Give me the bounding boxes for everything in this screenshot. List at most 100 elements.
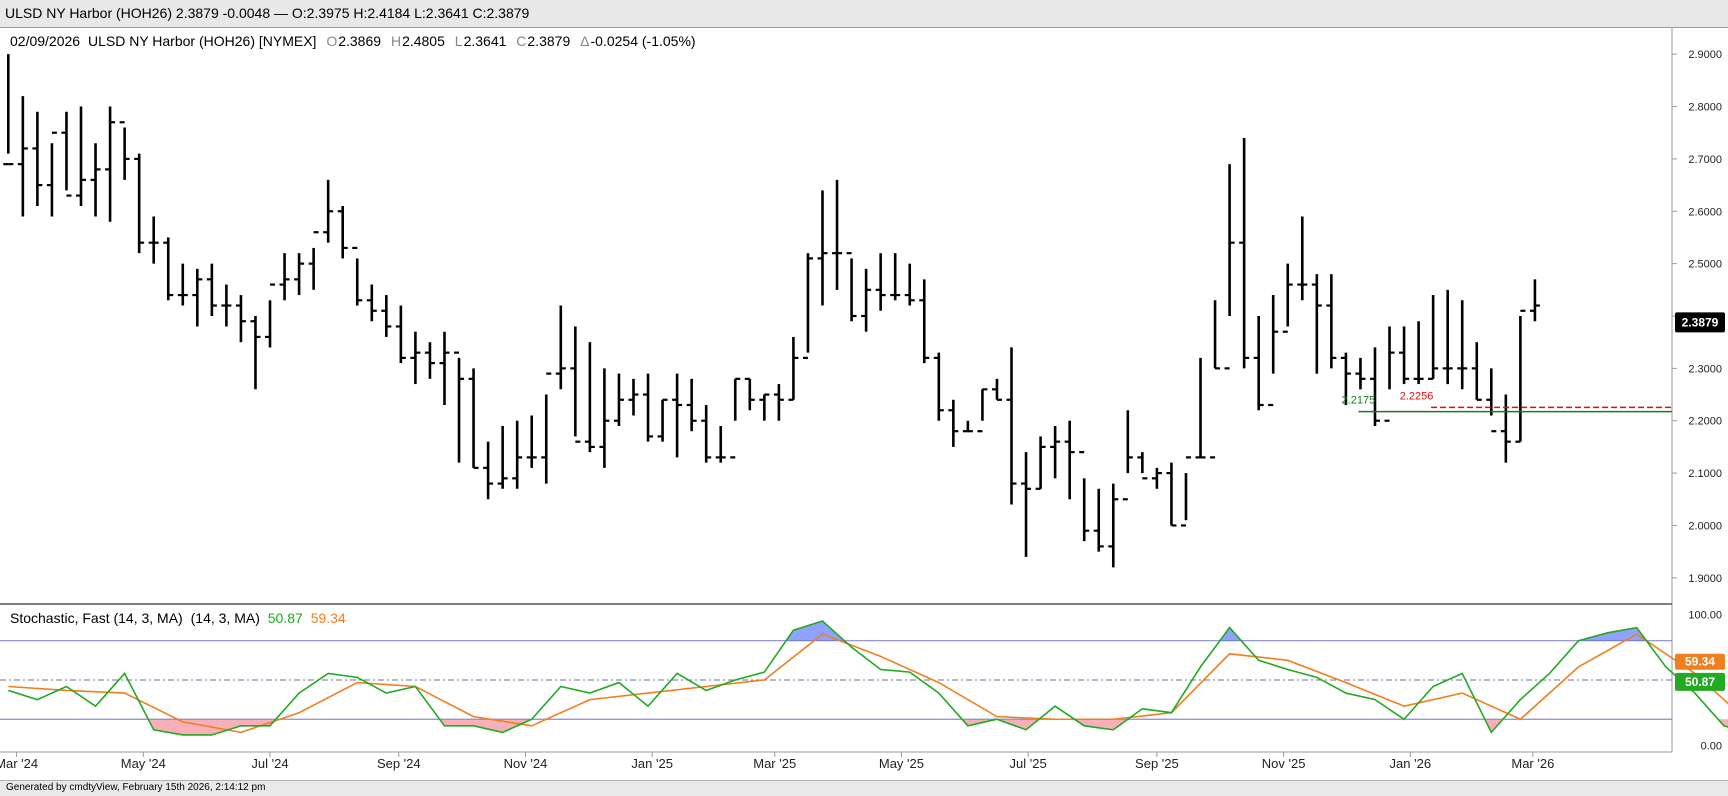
last-price-badge: 2.3879 [1675,312,1725,333]
price-y-tick-label: 2.2000 [1688,416,1722,428]
overbought-fill [1219,627,1242,641]
ohlc-bar [570,326,581,443]
ohlc-bar [1122,410,1133,501]
x-tick-label: Mar '26 [1511,756,1554,771]
stoch-label: Stochastic, Fast (14, 3, MA) [10,610,183,626]
ohlc-bar [250,316,261,390]
ohlc-bar [977,388,988,433]
ohlc-bar [991,378,1002,401]
ohlc-bar [177,263,188,306]
ohlc-bar [323,179,334,243]
ohlc-bar [468,368,479,469]
window-titlebar: ULSD NY Harbor (HOH26) 2.3879 -0.0048 — … [0,0,1728,28]
ohlc-bar [221,284,232,327]
ohlc-bar [599,368,610,468]
price-y-tick-label: 2.7000 [1688,154,1722,166]
ohlc-bar [294,253,305,296]
ohlc-bar [512,420,523,489]
ohlc-bar [1195,357,1206,459]
window-title: ULSD NY Harbor (HOH26) 2.3879 -0.0048 — … [5,5,530,21]
ohlc-bar [1369,347,1380,426]
header-l-value: 2.3641 [464,33,507,49]
ohlc-bar [1268,295,1279,407]
ohlc-bar [61,111,72,197]
ohlc-bar [1108,483,1119,568]
ohlc-bar [105,106,116,222]
ohlc-bar [381,295,392,337]
ohlc-bar [1399,326,1410,385]
annotations: 2.2175 2.2256 [1342,390,1672,413]
footer-text: Generated by cmdtyView, February 15th 20… [6,782,266,793]
ohlc-bar [337,206,348,259]
header-c-value: 2.3879 [527,33,570,49]
ohlc-bar [1050,425,1061,479]
ohlc-bar [497,425,508,489]
stoch-d-line [8,633,1728,734]
ohlc-bar [672,373,683,458]
last-price-badge-text: 2.3879 [1682,315,1719,329]
ohlc-bar [410,331,421,385]
ohlc-bar [352,246,363,306]
ohlc-bar [1151,467,1162,489]
chart-area[interactable]: 02/09/2026 ULSD NY Harbor (HOH26) [NYMEX… [0,28,1728,780]
ohlc-bar [1500,394,1511,463]
stoch-k-value: 50.87 [268,610,303,626]
header-c-label: C [516,33,526,49]
ohlc-bar [628,378,639,416]
header-change-value: -0.0254 (-1.05%) [591,33,696,49]
ohlc-bar [890,253,901,301]
ohlc-bar [1515,309,1526,443]
price-y-tick-label: 2.1000 [1688,468,1722,480]
ohlc-bar [744,377,755,411]
ohlc-bar [832,179,843,290]
plot-background [0,28,1672,752]
ohlc-bar [904,263,915,306]
ohlc-bar [454,351,465,463]
stoch-header: Stochastic, Fast (14, 3, MA) (14, 3, MA)… [10,610,346,626]
ohlc-bar [555,305,566,390]
stoch-y-tick-label: 100.00 [1688,609,1722,621]
ohlc-bar [1340,352,1351,406]
ohlc-bar [701,405,712,463]
ohlc-bar [584,342,595,453]
ohlc-bar [366,284,377,322]
ohlc-bar [1457,300,1468,390]
oversold-fill [1074,719,1128,730]
stoch-k-badge-text: 50.87 [1685,675,1715,689]
ohlc-bar [3,54,14,166]
stoch-k-badge: 50.87 [1675,672,1725,691]
ohlc-bar [134,153,145,254]
ohlc-bar [1297,216,1308,301]
stoch-d-badge: 59.34 [1675,653,1725,670]
ohlc-bar [802,253,813,359]
x-tick-label: Jul '24 [251,756,288,771]
ohlc-bar [643,373,654,442]
ohlc-bar [817,190,828,306]
ohlc-bar [235,295,246,343]
ohlc-bar [1384,326,1395,422]
x-tick-label: Jul '25 [1010,756,1047,771]
header-o-value: 2.3869 [338,33,381,49]
header-change-label: Δ [580,33,589,49]
ohlc-bar [148,216,159,264]
stoch-y-tick-label: 0.00 [1701,740,1722,752]
stoch-lines [8,620,1728,736]
ohlc-bar [948,399,959,447]
ohlc-bar [163,237,174,301]
annotation-label: 2.2256 [1400,390,1434,402]
ohlc-bar [1282,263,1293,333]
ohlc-bar [788,336,799,401]
ohlc-bar [1428,295,1439,380]
x-tick-label: Sep '25 [1135,756,1179,771]
ohlc-bar [1137,452,1148,480]
ohlc-bar [17,96,28,217]
stoch-k-line [8,620,1728,736]
header-l-label: L [455,33,463,49]
ohlc-bar [1355,357,1366,390]
ohlc-bar [1529,279,1540,322]
header-date: 02/09/2026 [10,33,80,49]
ohlc-bar [265,283,276,348]
overbought-fill [786,621,845,641]
ohlc-bar [1413,321,1424,385]
ohlc-bar [1210,300,1221,459]
